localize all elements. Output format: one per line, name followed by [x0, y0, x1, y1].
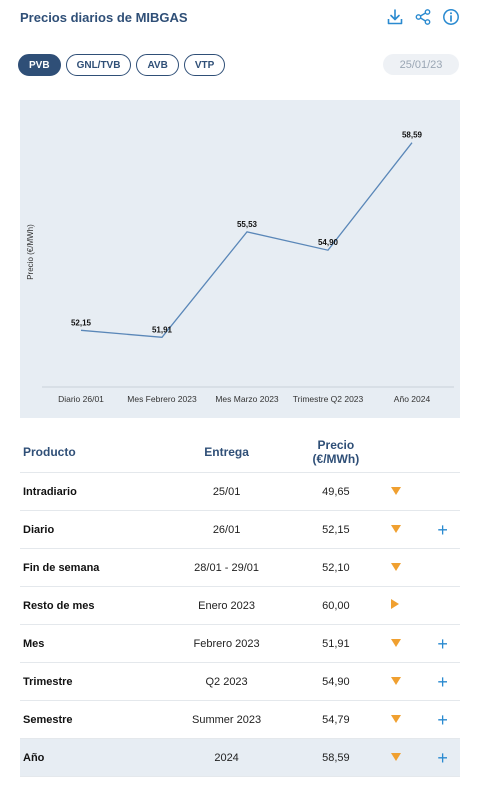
row-price: 52,10: [281, 548, 391, 587]
row-expand: [425, 586, 460, 625]
table-header-row: Producto Entrega Precio (€/MWh): [20, 432, 460, 473]
x-tick-label: Trimestre Q2 2023: [293, 394, 364, 404]
col-product: Producto: [20, 432, 172, 473]
col-trend: [390, 432, 426, 473]
data-label: 55,53: [237, 220, 258, 229]
row-trend: [390, 738, 426, 777]
col-price-label: Precio: [317, 438, 355, 452]
download-icon[interactable]: [386, 8, 404, 26]
row-delivery: Summer 2023: [171, 700, 282, 739]
series-line: [80, 142, 413, 338]
row-trend: [390, 548, 426, 587]
x-tick-label: Mes Marzo 2023: [215, 394, 279, 404]
row-trend: [390, 586, 426, 625]
trend-arrow-icon: [390, 714, 401, 723]
row-delivery: 25/01: [171, 472, 282, 511]
row-product: Trimestre: [20, 662, 172, 701]
row-delivery: 2024: [171, 738, 282, 777]
trend-arrow-icon: [390, 752, 401, 761]
row-expand: [425, 472, 460, 511]
row-expand: +: [425, 510, 460, 549]
chart-svg: Precio (€/MWh) Diario 26/01 Mes Febrero 2…: [26, 131, 454, 404]
row-expand: [425, 548, 460, 587]
row-price: 51,91: [281, 624, 391, 663]
header-actions: [386, 8, 460, 26]
row-expand: +: [425, 662, 460, 701]
tab-avb[interactable]: AVB: [136, 54, 179, 76]
plus-icon[interactable]: +: [437, 519, 448, 540]
tab-gnl-tvb[interactable]: GNL/TVB: [65, 54, 132, 76]
table-row: Resto de mes Enero 2023 60,00: [20, 586, 460, 625]
x-ticks: Diario 26/01 Mes Febrero 2023 Mes Marzo 20…: [58, 394, 430, 404]
row-price: 54,79: [281, 700, 391, 739]
x-tick-label: Año 2024: [394, 394, 431, 404]
date-picker[interactable]: 25/01/23: [383, 54, 459, 75]
row-trend: [390, 700, 426, 739]
x-tick-label: Diario 26/01: [58, 394, 104, 404]
row-expand: +: [425, 700, 460, 739]
table-row: Intradiario 25/01 49,65: [20, 472, 460, 511]
data-labels: 52,15 51,91 55,53 54,90 58,59: [71, 131, 423, 335]
trend-arrow-icon: [390, 486, 401, 495]
table-row: Fin de semana 28/01 - 29/01 52,10: [20, 548, 460, 587]
row-delivery: 28/01 - 29/01: [171, 548, 282, 587]
data-label: 51,91: [152, 325, 173, 334]
row-product: Semestre: [20, 700, 172, 739]
trend-arrow-icon: [390, 524, 401, 533]
share-icon[interactable]: [414, 8, 432, 26]
col-price: Precio (€/MWh): [281, 432, 391, 473]
page-title: Precios diarios de MIBGAS: [20, 10, 188, 25]
row-product: Fin de semana: [20, 548, 172, 587]
market-tabs: PVB GNL/TVB AVB VTP: [18, 54, 226, 76]
info-icon[interactable]: [442, 8, 460, 26]
x-tick-label: Mes Febrero 2023: [127, 394, 197, 404]
trend-arrow-icon: [390, 676, 401, 685]
row-price: 49,65: [281, 472, 391, 511]
data-label: 52,15: [71, 318, 92, 327]
row-expand: +: [425, 624, 460, 663]
row-delivery: 26/01: [171, 510, 282, 549]
row-price: 54,90: [281, 662, 391, 701]
table-row: Mes Febrero 2023 51,91 +: [20, 624, 460, 663]
plus-icon[interactable]: +: [437, 747, 448, 768]
trend-arrow-icon: [390, 599, 399, 609]
plus-icon[interactable]: +: [437, 709, 448, 730]
row-price: 60,00: [281, 586, 391, 625]
col-price-unit: (€/MWh): [312, 452, 360, 466]
price-chart: Precio (€/MWh) Diario 26/01 Mes Febrero 2…: [20, 100, 460, 418]
row-product: Año: [20, 738, 172, 777]
row-delivery: Febrero 2023: [171, 624, 282, 663]
row-price: 58,59: [281, 738, 391, 777]
row-delivery: Q2 2023: [171, 662, 282, 701]
plus-icon[interactable]: +: [437, 671, 448, 692]
col-expand: [425, 432, 460, 473]
row-product: Resto de mes: [20, 586, 172, 625]
table-row: Año 2024 58,59 +: [20, 738, 460, 777]
plus-icon[interactable]: +: [437, 633, 448, 654]
row-price: 52,15: [281, 510, 391, 549]
tab-pvb[interactable]: PVB: [18, 54, 61, 76]
trend-arrow-icon: [390, 638, 401, 647]
row-trend: [390, 472, 426, 511]
table-row: Diario 26/01 52,15 +: [20, 510, 460, 549]
price-table: Producto Entrega Precio (€/MWh) Intradiar…: [20, 432, 460, 777]
y-axis-label: Precio (€/MWh): [26, 224, 35, 280]
row-expand: +: [425, 738, 460, 777]
row-trend: [390, 624, 426, 663]
data-label: 54,90: [318, 238, 339, 247]
table-row: Trimestre Q2 2023 54,90 +: [20, 662, 460, 701]
row-product: Diario: [20, 510, 172, 549]
trend-arrow-icon: [390, 562, 401, 571]
row-product: Mes: [20, 624, 172, 663]
col-delivery: Entrega: [171, 432, 282, 473]
data-label: 58,59: [402, 131, 423, 140]
row-trend: [390, 510, 426, 549]
header: Precios diarios de MIBGAS: [20, 8, 460, 28]
row-trend: [390, 662, 426, 701]
row-delivery: Enero 2023: [171, 586, 282, 625]
table-row: Semestre Summer 2023 54,79 +: [20, 700, 460, 739]
row-product: Intradiario: [20, 472, 172, 511]
tab-vtp[interactable]: VTP: [183, 54, 226, 76]
